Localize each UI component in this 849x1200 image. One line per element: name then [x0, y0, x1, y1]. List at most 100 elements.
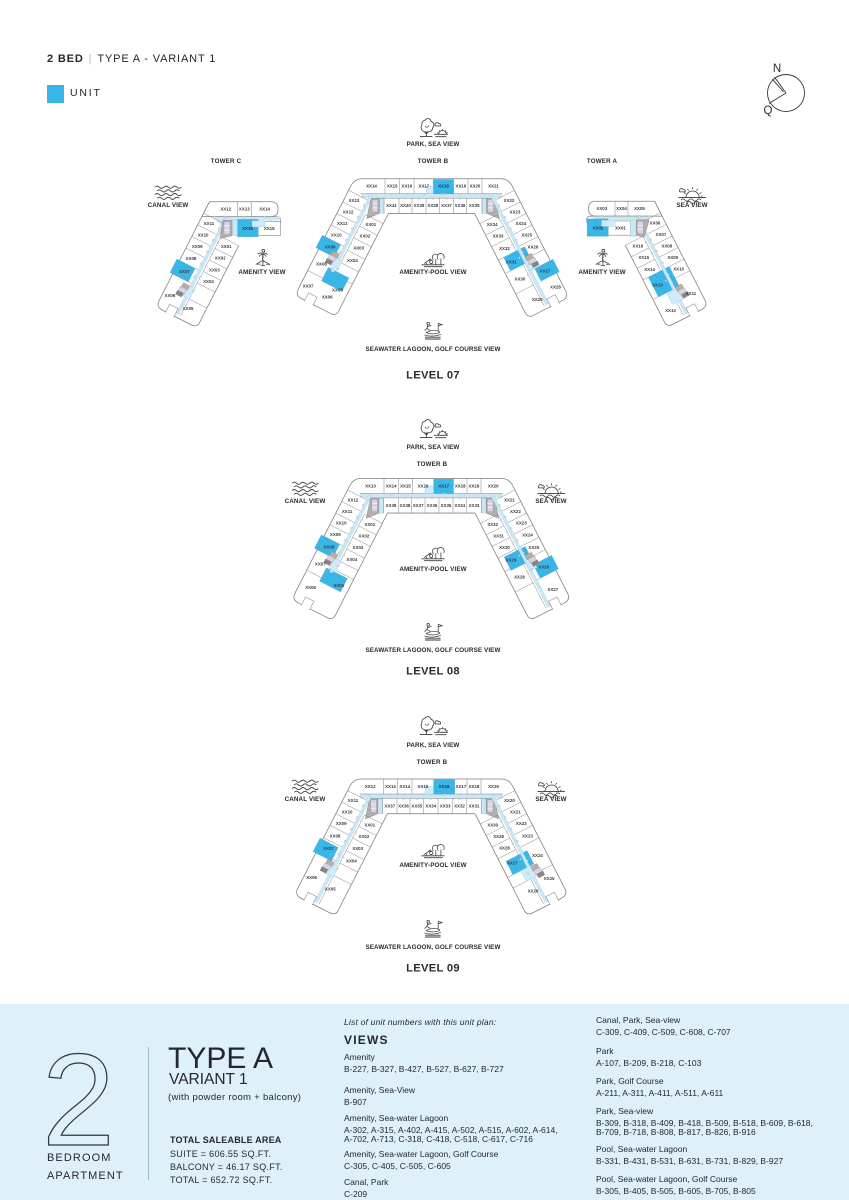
svg-text:XX29: XX29	[532, 297, 543, 302]
svg-text:TOWER B: TOWER B	[417, 461, 448, 468]
svg-text:XX15: XX15	[387, 184, 398, 189]
svg-text:XX04: XX04	[203, 279, 214, 284]
svg-text:XX26: XX26	[538, 565, 549, 570]
svg-text:XX30: XX30	[499, 545, 510, 550]
svg-text:AMENITY VIEW: AMENITY VIEW	[578, 269, 625, 276]
svg-text:XX06: XX06	[165, 293, 176, 298]
svg-text:XX17: XX17	[438, 483, 449, 488]
svg-text:XX06: XX06	[306, 875, 317, 880]
svg-text:XX15: XX15	[638, 255, 649, 260]
svg-text:XX37: XX37	[384, 804, 395, 809]
svg-text:XX32: XX32	[487, 522, 498, 527]
svg-text:XX09: XX09	[667, 255, 678, 260]
svg-text:XX02: XX02	[593, 226, 604, 231]
svg-text:XX34: XX34	[487, 222, 498, 227]
svg-text:XX03: XX03	[209, 267, 220, 272]
svg-text:XX29: XX29	[506, 557, 517, 562]
svg-text:SEAWATER LAGOON, GOLF COURSE V: SEAWATER LAGOON, GOLF COURSE VIEW	[365, 944, 500, 951]
svg-text:XX07: XX07	[315, 562, 326, 567]
svg-text:XX22: XX22	[504, 198, 515, 203]
svg-text:XX16: XX16	[242, 226, 253, 231]
svg-text:XX10: XX10	[673, 267, 684, 272]
svg-text:CANAL VIEW: CANAL VIEW	[148, 202, 189, 209]
svg-text:XX06: XX06	[650, 220, 661, 225]
svg-text:XX07: XX07	[323, 846, 334, 851]
svg-text:XX13: XX13	[239, 207, 250, 212]
svg-text:XX01: XX01	[615, 226, 626, 231]
svg-text:XX04: XX04	[346, 858, 357, 863]
svg-text:XX10: XX10	[342, 810, 353, 815]
svg-text:TOWER B: TOWER B	[417, 759, 448, 766]
svg-text:LEVEL 09: LEVEL 09	[406, 963, 460, 975]
svg-text:XX04: XX04	[347, 258, 358, 263]
svg-text:XX26: XX26	[528, 888, 539, 893]
svg-text:XX03: XX03	[596, 206, 607, 211]
svg-text:XX20: XX20	[504, 798, 515, 803]
svg-text:XX21: XX21	[510, 810, 521, 815]
svg-text:XX18: XX18	[469, 784, 480, 789]
svg-text:XX26: XX26	[528, 245, 539, 250]
svg-text:XX05: XX05	[183, 306, 194, 311]
svg-text:XX33: XX33	[493, 234, 504, 239]
svg-text:XX12: XX12	[665, 308, 676, 313]
svg-text:AMENITY-POOL VIEW: AMENITY-POOL VIEW	[399, 269, 466, 276]
svg-text:SEA VIEW: SEA VIEW	[535, 498, 566, 505]
svg-text:XX15: XX15	[264, 226, 275, 231]
svg-text:XX04: XX04	[346, 557, 357, 562]
svg-text:XX06: XX06	[305, 585, 316, 590]
svg-text:XX21: XX21	[504, 498, 515, 503]
svg-text:XX28: XX28	[550, 284, 561, 289]
svg-text:XX03: XX03	[352, 846, 363, 851]
svg-text:XX07: XX07	[656, 232, 667, 237]
svg-text:XX28: XX28	[514, 574, 525, 579]
svg-text:XX18: XX18	[438, 184, 449, 189]
svg-text:XX27: XX27	[507, 861, 518, 866]
svg-text:XX37: XX37	[441, 203, 452, 208]
svg-text:XX25: XX25	[528, 545, 539, 550]
svg-text:XX12: XX12	[220, 207, 231, 212]
svg-text:XX03: XX03	[353, 545, 364, 550]
svg-text:XX09: XX09	[336, 821, 347, 826]
svg-text:XX30: XX30	[487, 822, 498, 827]
svg-text:XX27: XX27	[540, 268, 551, 273]
svg-text:XX14: XX14	[399, 784, 410, 789]
svg-text:XX02: XX02	[359, 834, 370, 839]
svg-text:XX23: XX23	[516, 521, 527, 526]
svg-text:XX07: XX07	[179, 269, 190, 274]
svg-text:XX09: XX09	[330, 532, 341, 537]
svg-text:XX08: XX08	[330, 833, 341, 838]
svg-text:SEAWATER LAGOON, GOLF COURSE V: SEAWATER LAGOON, GOLF COURSE VIEW	[365, 647, 500, 654]
svg-text:XX11: XX11	[342, 509, 353, 514]
svg-text:XX16: XX16	[401, 184, 412, 189]
svg-text:XX20: XX20	[470, 184, 481, 189]
svg-text:AMENITY VIEW: AMENITY VIEW	[238, 269, 285, 276]
svg-text:XX11: XX11	[686, 291, 697, 296]
svg-text:XX24: XX24	[515, 221, 526, 226]
svg-text:XX24: XX24	[532, 853, 543, 858]
svg-text:XX31: XX31	[469, 804, 480, 809]
svg-text:XX05: XX05	[333, 583, 344, 588]
svg-text:XX16: XX16	[439, 784, 450, 789]
svg-text:XX13: XX13	[349, 198, 360, 203]
svg-text:XX15: XX15	[400, 483, 411, 488]
svg-text:XX14: XX14	[386, 483, 397, 488]
svg-text:XX38: XX38	[400, 503, 411, 508]
svg-text:XX14: XX14	[259, 207, 270, 212]
svg-text:XX08: XX08	[316, 262, 327, 267]
svg-text:XX02: XX02	[359, 533, 370, 538]
svg-text:AMENITY-POOL VIEW: AMENITY-POOL VIEW	[399, 862, 466, 869]
svg-text:XX01: XX01	[365, 222, 376, 227]
svg-text:XX22: XX22	[516, 821, 527, 826]
svg-text:XX02: XX02	[360, 234, 371, 239]
svg-text:XX22: XX22	[510, 509, 521, 514]
svg-text:XX19: XX19	[455, 184, 466, 189]
svg-text:PARK, SEA VIEW: PARK, SEA VIEW	[407, 742, 460, 749]
svg-text:XX36: XX36	[427, 503, 438, 508]
svg-text:TOWER A: TOWER A	[587, 158, 618, 165]
svg-text:XX16: XX16	[632, 244, 643, 249]
svg-text:XX27: XX27	[547, 587, 558, 592]
svg-text:XX12: XX12	[348, 498, 359, 503]
svg-text:XX04: XX04	[616, 206, 627, 211]
svg-text:XX41: XX41	[386, 203, 397, 208]
svg-text:XX17: XX17	[455, 784, 466, 789]
